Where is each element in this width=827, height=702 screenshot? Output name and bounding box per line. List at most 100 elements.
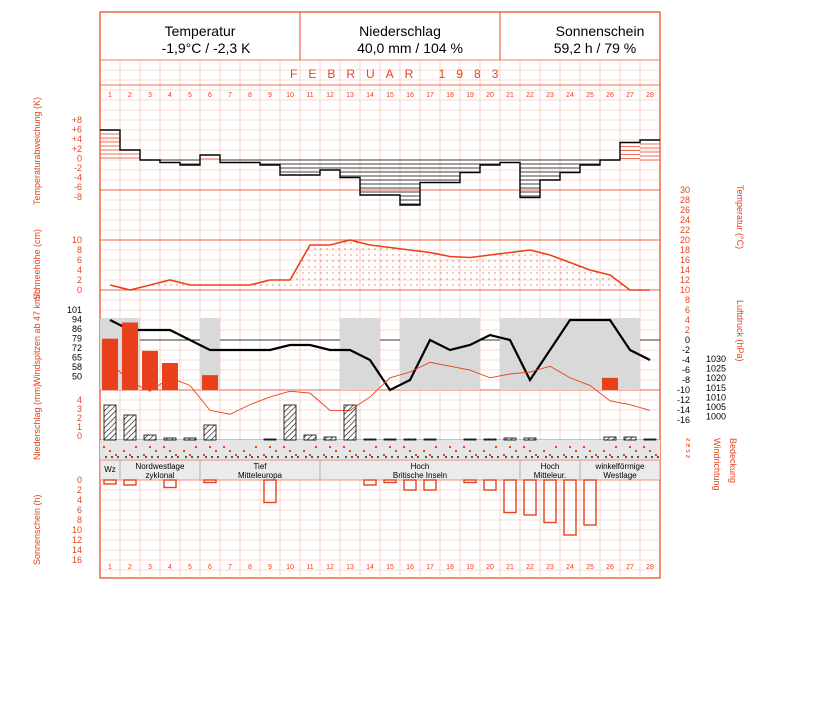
precip-bar [623,436,637,441]
wind-dir-dot [629,446,631,448]
month-title: FEBRUAR 1983 [290,67,509,81]
temperature-tick: 18 [680,245,690,255]
day-label-bottom: 2 [128,564,132,571]
cloud-dot [397,456,399,458]
sun-tick: 4 [77,495,82,505]
cloud-dot [517,456,519,458]
temperature-tick: 26 [680,205,690,215]
cloud-dot [271,456,273,458]
day-labels-top: 1 2 3 4 5 6 7 8 9 10 11 12 13 14 15 16 17 18 19 20 21 22 23 24 2… [108,92,654,99]
cloud-dot [131,456,133,458]
cloud-dot [605,456,607,458]
wind-tick: 86 [72,324,82,334]
wind-dir-dot [569,446,571,448]
wind-dir-dot [363,450,365,452]
day-label-top: 5 [188,92,192,99]
wind-dir-dot [263,454,265,456]
wetterlage-label: Wz [104,465,116,474]
precip-bar [163,437,177,441]
wind-dir-dot [255,446,257,448]
ticks-left: +8+6+4+20-2-4-6-810864201019486797265585… [67,115,82,565]
day-label-top: 9 [268,92,272,99]
day-label-bottom: 15 [386,564,394,571]
cloud-dot [137,456,139,458]
wind-dir-dot [489,454,491,456]
cloud-dot [391,456,393,458]
temperature-tick: -4 [682,355,690,365]
precip-bar [383,438,397,441]
day-label-top: 28 [646,92,654,99]
cloud-dot [657,456,659,458]
cloud-dot [571,456,573,458]
precip-bar [183,437,197,441]
wetterlage-label: Hoch [541,462,560,471]
temperature-tick: -10 [677,385,690,395]
anomaly-tick: +2 [72,144,82,154]
wind-dir-dot [115,454,117,456]
precip-bar [403,438,417,441]
cloud-dot [291,456,293,458]
cloud-dot [105,456,107,458]
temperature-tick: 20 [680,235,690,245]
sunshine-bar [383,479,397,484]
day-label-bottom: 13 [346,564,354,571]
pressure-tick: 1030 [706,354,726,364]
wind-dir-dot [529,450,531,452]
wetterlage-label: Britische Inseln [393,471,447,480]
pressure-tick: 1005 [706,402,726,412]
wind-dir-dot [623,454,625,456]
wind-gust-bar [122,322,138,390]
cloud-dot [317,456,319,458]
day-label-top: 8 [248,92,252,99]
temperature-tick: 12 [680,275,690,285]
wind-dir-dot [289,450,291,452]
wind-dir-dot [389,446,391,448]
wind-dir-dot [503,454,505,456]
temperature-tick: 2 [685,325,690,335]
wind-dir-dot [415,454,417,456]
wind-dir-dot [523,446,525,448]
cloud-dot [431,456,433,458]
cloud-dot [505,456,507,458]
wetterlage-label: Mitteleur. [534,471,566,480]
day-label-top: 20 [486,92,494,99]
cloud-dot [611,456,613,458]
wind-dir-dot [395,450,397,452]
wind-dir-dot [229,450,231,452]
cloud-dot [377,456,379,458]
cloud-dot [237,456,239,458]
day-label-bottom: 20 [486,564,494,571]
wind-cloud-dots [103,446,659,458]
wind-dir-dot [643,446,645,448]
temperature-tick: 6 [685,305,690,315]
wind-dir-dot [443,454,445,456]
precip-tick: 4 [77,395,82,405]
sunshine-bar [403,479,417,491]
cloud-dot [171,456,173,458]
cloud-dot [251,456,253,458]
wind-dir-dot [375,446,377,448]
wind-dir-dot [423,450,425,452]
cloud-dot [225,456,227,458]
wind-dir-dot [543,450,545,452]
cloud-dot [191,456,193,458]
cloud-dot [145,456,147,458]
cloud-dot [151,456,153,458]
axis-label-temp-anomaly: Temperaturabweichung (K) [32,97,42,205]
day-label-top: 26 [606,92,614,99]
wind-dir-dot [175,454,177,456]
cloud-dot [445,456,447,458]
day-label-top: 25 [586,92,594,99]
wind-tick: 79 [72,334,82,344]
sunshine-bar [463,479,477,484]
cloud-dot [177,456,179,458]
cloud-dot [491,456,493,458]
cloud-dot [185,456,187,458]
day-label-top: 22 [526,92,534,99]
cloud-dot [117,456,119,458]
wind-dir-dot [275,450,277,452]
wind-dir-dot [555,446,557,448]
wind-dir-ticks: z e s z [684,438,691,459]
cloud-dot [551,456,553,458]
wind-dir-dot [129,454,131,456]
